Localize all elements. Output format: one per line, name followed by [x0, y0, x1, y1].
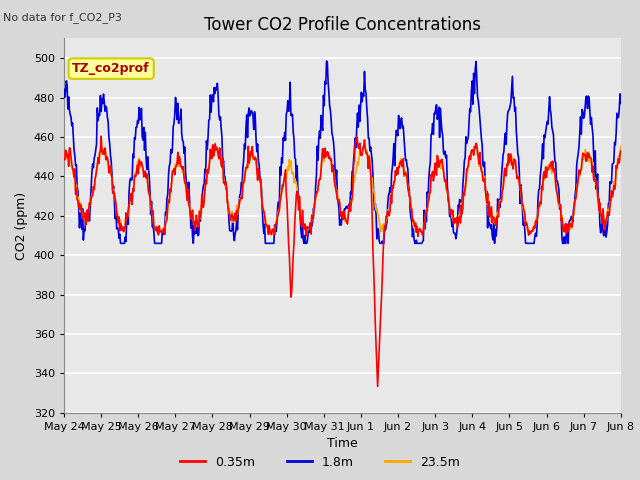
Text: No data for f_CO2_P3: No data for f_CO2_P3: [3, 12, 122, 23]
Title: Tower CO2 Profile Concentrations: Tower CO2 Profile Concentrations: [204, 16, 481, 34]
Y-axis label: CO2 (ppm): CO2 (ppm): [15, 192, 28, 260]
Text: TZ_co2prof: TZ_co2prof: [72, 62, 150, 75]
X-axis label: Time: Time: [327, 437, 358, 450]
Legend: 0.35m, 1.8m, 23.5m: 0.35m, 1.8m, 23.5m: [175, 451, 465, 474]
